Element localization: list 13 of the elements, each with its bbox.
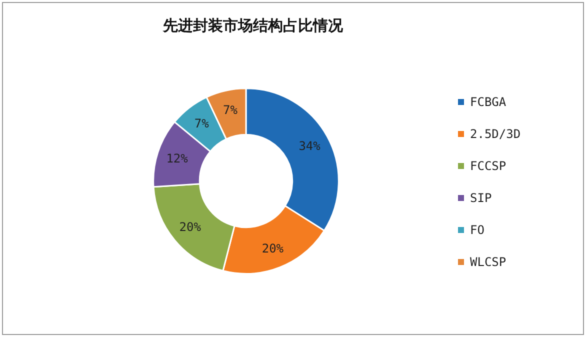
legend-label: FCCSP xyxy=(470,159,506,173)
data-label: 34% xyxy=(298,139,322,154)
data-label: 7% xyxy=(222,103,238,118)
legend-label: 2.5D/3D xyxy=(470,127,521,141)
legend-label: FO xyxy=(470,223,484,237)
legend-label: SIP xyxy=(470,191,492,205)
data-label: 20% xyxy=(179,220,202,234)
legend-label: WLCSP xyxy=(470,255,506,269)
data-label: 12% xyxy=(166,152,189,166)
chart-title: 先进封装市场结构占比情况 xyxy=(162,16,344,34)
legend-label: FCBGA xyxy=(470,95,507,109)
data-label: 20% xyxy=(262,241,284,256)
data-label: 7% xyxy=(194,116,210,131)
